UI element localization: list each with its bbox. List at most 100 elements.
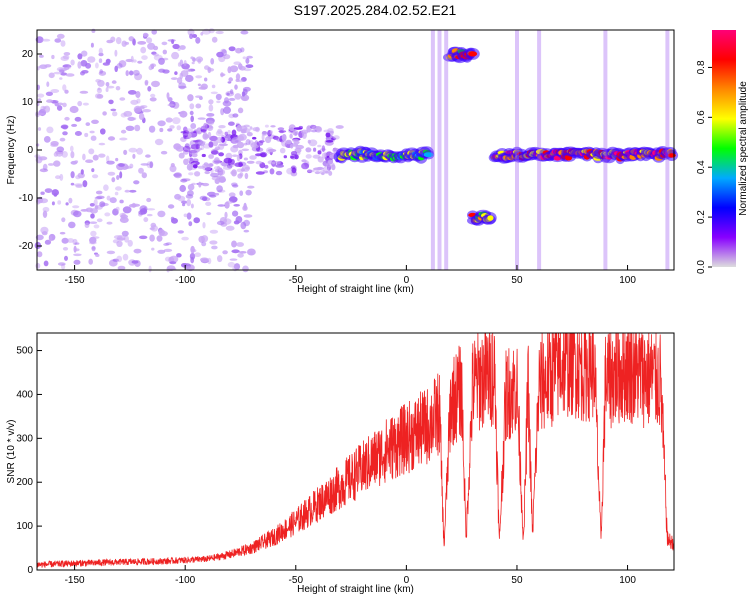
spectrogram-noise-blob <box>158 229 165 236</box>
spectrogram-noise-blob <box>65 73 75 77</box>
spectrogram-noise-blob <box>156 235 163 242</box>
spectrogram-noise-blob <box>269 130 273 135</box>
spectrogram-noise-blob <box>310 129 317 133</box>
spectrogram-noise-blob <box>264 164 269 169</box>
spectrogram-noise-blob <box>228 121 235 126</box>
spectrogram-noise-blob <box>165 242 172 246</box>
spectrogram-noise-blob <box>132 69 140 76</box>
spectrogram-noise-blob <box>40 226 49 234</box>
spectrogram-noise-blob <box>197 83 201 87</box>
spectrogram-noise-blob <box>149 97 157 102</box>
spectrogram-noise-blob <box>35 36 44 44</box>
spectrogram-noise-blob <box>47 163 55 166</box>
spectrogram-noise-blob <box>255 160 263 165</box>
spectrogram-noise-blob <box>229 258 238 261</box>
snr-y-tick-label: 500 <box>16 346 33 357</box>
spectrogram-noise-blob <box>190 203 194 209</box>
spectrogram-noise-blob <box>138 112 145 120</box>
spectrogram-noise-blob <box>73 210 82 218</box>
spectrogram-signal-core <box>468 51 478 57</box>
spectrogram-noise-blob <box>204 77 208 82</box>
spectrogram-noise-blob <box>217 204 226 207</box>
spectrogram-noise-blob <box>236 124 242 132</box>
spectrogram-noise-blob <box>179 184 186 193</box>
spectrogram-noise-blob <box>89 203 95 207</box>
colorbar-label: Normalized spectral amplitude <box>738 81 749 216</box>
spectrogram-noise-blob <box>127 239 133 247</box>
spectrogram-noise-blob <box>204 65 210 70</box>
spectrogram-noise-blob <box>321 145 326 153</box>
spectrogram-noise-blob <box>138 167 144 174</box>
spectrogram-noise-blob <box>195 103 202 109</box>
spectrogram-noise-blob <box>115 206 120 212</box>
spectrogram-noise-blob <box>173 143 182 150</box>
spectrogram-noise-blob <box>208 99 214 105</box>
spectrogram-noise-blob <box>88 148 95 155</box>
spectrogram-noise-blob <box>146 37 153 44</box>
spectrogram-noise-blob <box>139 205 148 213</box>
spectrogram-noise-blob <box>208 154 215 159</box>
spectrogram-noise-blob <box>159 127 164 133</box>
spectrogram-noise-blob <box>142 32 149 38</box>
snr-series-line <box>36 332 675 568</box>
spectrogram-noise-blob <box>237 253 244 258</box>
spectrogram-noise-blob <box>149 161 154 169</box>
spectrogram-noise-blob <box>313 147 317 152</box>
spectrogram-noise-blob <box>82 102 89 106</box>
spectrogram-noise-blob <box>243 157 248 161</box>
spectrogram-noise-blob <box>234 84 238 90</box>
snr-y-tick-label: 100 <box>16 521 33 532</box>
spectrogram-noise-blob <box>43 260 49 267</box>
spectrogram-noise-blob <box>51 54 55 60</box>
spectrogram-noise-blob <box>151 247 155 251</box>
spectrogram-noise-blob <box>154 138 164 146</box>
spectrogram-noise-blob <box>290 151 298 156</box>
spectrogram-noise-blob <box>59 137 66 142</box>
spectrogram-noise-blob <box>172 117 181 125</box>
spectrogram-noise-blob <box>125 125 135 131</box>
spectrogram-noise-blob <box>70 145 74 152</box>
spectrogram-noise-blob <box>260 152 267 158</box>
spectrogram-noise-blob <box>90 135 97 141</box>
spectrogram-noise-blob <box>37 93 45 98</box>
spectrogram-noise-blob <box>64 116 70 121</box>
colorbar-tick-label: 0.8 <box>696 60 707 74</box>
spectrogram-noise-blob <box>214 192 220 196</box>
spectrogram-noise-blob <box>228 46 236 52</box>
spectrogram-noise-blob <box>238 79 244 83</box>
spectrogram-noise-blob <box>178 85 187 89</box>
spectrogram-noise-blob <box>84 222 90 228</box>
spectrogram-noise-blob <box>133 180 140 185</box>
spectrogram-noise-blob <box>95 62 99 69</box>
spectrogram-noise-blob <box>186 199 192 207</box>
spectrogram-noise-blob <box>231 182 238 187</box>
spectrogram-noise-blob <box>218 167 223 171</box>
spectrogram-x-ticks: -150 -100 -50 0 50 100 <box>65 265 636 286</box>
spectrogram-noise-blob <box>252 127 260 132</box>
spectrogram-noise-blob <box>61 237 69 244</box>
spectrogram-noise-blob <box>211 150 219 155</box>
spectrogram-noise-blob <box>116 255 123 263</box>
spectrogram-noise-blob <box>143 217 149 223</box>
spectrogram-noise-blob <box>164 256 172 262</box>
spectrogram-noise-blob <box>195 75 203 79</box>
spectrogram-noise-blob <box>190 123 197 129</box>
spectrogram-noise-blob <box>192 164 198 169</box>
spectrogram-noise-blob <box>181 200 188 204</box>
spectrogram-noise-blob <box>270 125 276 128</box>
spectrogram-noise-blob <box>209 135 218 142</box>
spectrogram-noise-blob <box>210 91 218 95</box>
spectrogram-noise-blob <box>92 236 100 239</box>
spectrogram-noise-blob <box>171 39 175 44</box>
spectrogram-vertical-streak <box>430 30 435 270</box>
spectrogram-noise-blob <box>106 155 110 163</box>
spectrogram-noise-blob <box>206 212 212 216</box>
spectrogram-noise-blob <box>130 99 139 105</box>
spectrogram-noise-blob <box>121 230 129 237</box>
spectrogram-noise-blob <box>62 102 67 108</box>
spectrogram-noise-blob <box>252 136 257 140</box>
spectrogram-noise-blob <box>80 209 89 212</box>
spectrogram-noise-blob <box>198 181 202 188</box>
spectrogram-noise-blob <box>232 154 238 157</box>
spectrogram-noise-blob <box>317 150 322 155</box>
